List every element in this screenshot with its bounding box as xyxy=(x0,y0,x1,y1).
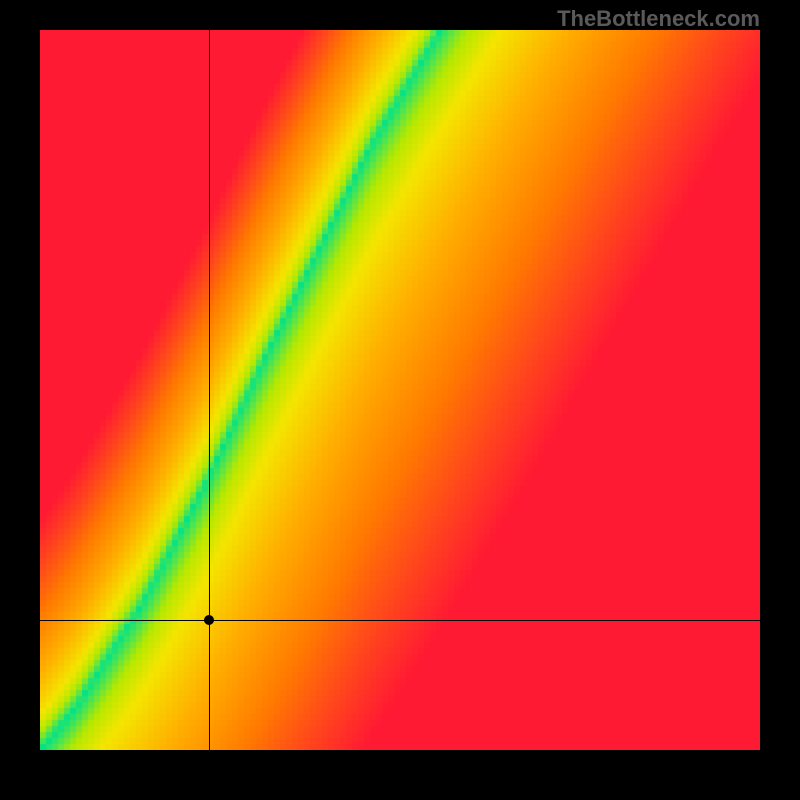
watermark-text: TheBottleneck.com xyxy=(557,6,760,32)
heatmap-canvas xyxy=(40,30,760,750)
heatmap-plot xyxy=(40,30,760,750)
marker-dot xyxy=(204,615,214,625)
crosshair-vertical xyxy=(209,30,210,750)
crosshair-horizontal xyxy=(40,620,760,621)
